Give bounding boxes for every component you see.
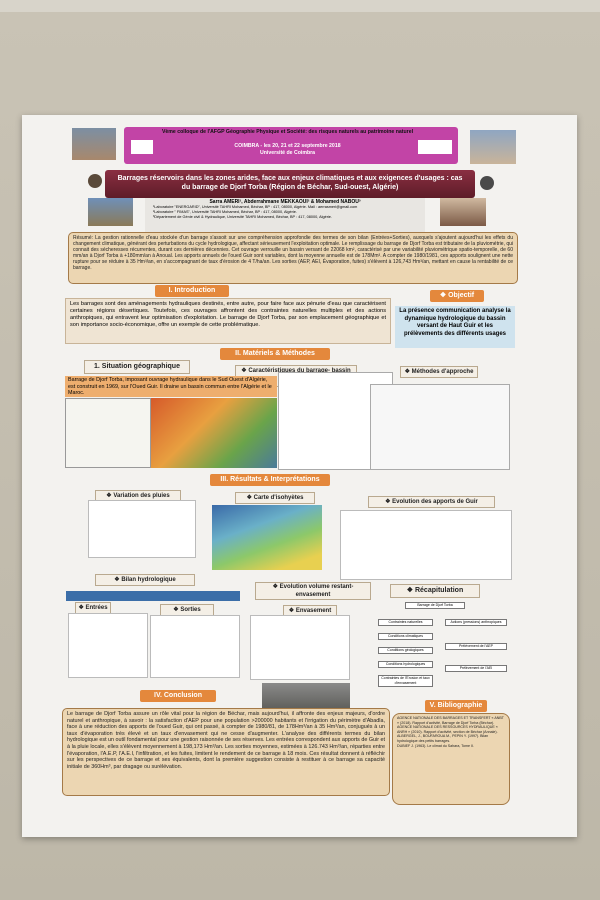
map — [151, 398, 277, 468]
section-heading: IV. Conclusion — [140, 690, 216, 702]
affiliation: ²Laboratoire " FIMAS", Université TAHRI … — [153, 210, 297, 214]
summary-box: Contraintes naturelles — [378, 619, 433, 626]
situation-text: Barrage de Djorf Torba, imposant ouvrage… — [65, 376, 277, 397]
bibliography: AGENCE NATIONALE DES BARRAGES ET TRANSFE… — [392, 713, 510, 805]
photo — [440, 198, 486, 226]
reference: ALBERGEL, J., BOUFAROUA M., PEPIN Y. (19… — [397, 734, 489, 743]
header-banner — [124, 127, 458, 164]
subheading: ❖ Récapitulation — [390, 584, 480, 598]
introduction-text: Les barrages sont des aménagements hydra… — [65, 298, 391, 344]
subheading: ❖ Evolution volume restant-envasement — [255, 582, 371, 600]
summary-box: Prélèvement de l'AEI — [445, 665, 507, 672]
diagram-image — [370, 384, 510, 470]
summary-box: Prélèvement de l'AEP — [445, 643, 507, 650]
affiliation: ¹Laboratoire "ENERGARID", Université TAH… — [153, 205, 358, 209]
section-heading: ❖ Objectif — [430, 290, 484, 302]
summary-box: Contraintes de l'Erosion et taux d'envas… — [378, 675, 433, 687]
dates: COIMBRA - les 20, 21 et 22 septembre 201… — [234, 143, 341, 149]
photo — [72, 128, 116, 160]
title: Barrages réservoirs dans les zones aride… — [105, 170, 475, 198]
summary-box: Conditions hydrologiques — [378, 661, 433, 668]
section-heading: V. Bibliographie — [425, 700, 487, 712]
chart-image — [250, 615, 350, 680]
subheading: 1. Situation géographique — [84, 360, 190, 374]
summary-box: Barrage de Djorf Torba — [405, 602, 465, 609]
logo — [418, 140, 452, 154]
subheading: ❖ Méthodes d'approche — [400, 366, 478, 378]
map — [65, 398, 151, 468]
venue: Université de Coimbra — [259, 150, 316, 156]
logo — [131, 140, 153, 154]
authors: Sarra AMERI¹, Abderrahmane MEKKAOUI² & M… — [209, 199, 361, 205]
section-heading: I. Introduction — [155, 285, 229, 297]
affiliation: ³Département de Génie civil & Hydrauliqu… — [153, 215, 332, 219]
summary-box: Conditions climatiques — [378, 633, 433, 640]
logo — [88, 174, 102, 188]
logo — [480, 176, 494, 190]
reference: AGENCE NATIONALE DES RESSOURCES HYDRAULI… — [397, 725, 498, 734]
chart-image — [88, 500, 196, 558]
section-heading: III. Résultats & Interprétations — [210, 474, 330, 486]
photo — [470, 130, 516, 164]
equation-bar — [66, 591, 240, 601]
objectif-text: La présence communication analyse la dyn… — [395, 306, 515, 348]
reference: AGENCE NATIONALE DES BARRAGES ET TRANSFE… — [397, 716, 504, 725]
subheading: ❖ Evolution des apports de Guir — [368, 496, 495, 508]
photo — [88, 198, 133, 226]
abstract: Résumé: La gestion rationnelle d'eau sto… — [68, 232, 518, 284]
reference: DUBIEF J. (1963). Le climat du Sahara, T… — [397, 743, 475, 748]
conference: Vème colloque de l'AFGP Géographie Physi… — [161, 129, 414, 135]
summary-box: Conditions géologiques — [378, 647, 433, 654]
map — [212, 505, 322, 570]
chart-image — [150, 615, 240, 678]
photo — [262, 683, 350, 712]
chart-image — [340, 510, 512, 580]
summary-box: Actions (pressions) anthropiques — [445, 619, 507, 626]
subheading: ❖ Carte d'isohyètes — [235, 492, 315, 504]
chart-image — [68, 613, 148, 678]
authors-box: Sarra AMERI¹, Abderrahmane MEKKAOUI² & M… — [145, 198, 425, 232]
subheading: ❖ Bilan hydrologique — [95, 574, 195, 586]
conclusion-text: Le barrage de Djorf Torba assure un rôle… — [62, 708, 390, 796]
section-heading: II. Matériels & Méthodes — [220, 348, 330, 360]
